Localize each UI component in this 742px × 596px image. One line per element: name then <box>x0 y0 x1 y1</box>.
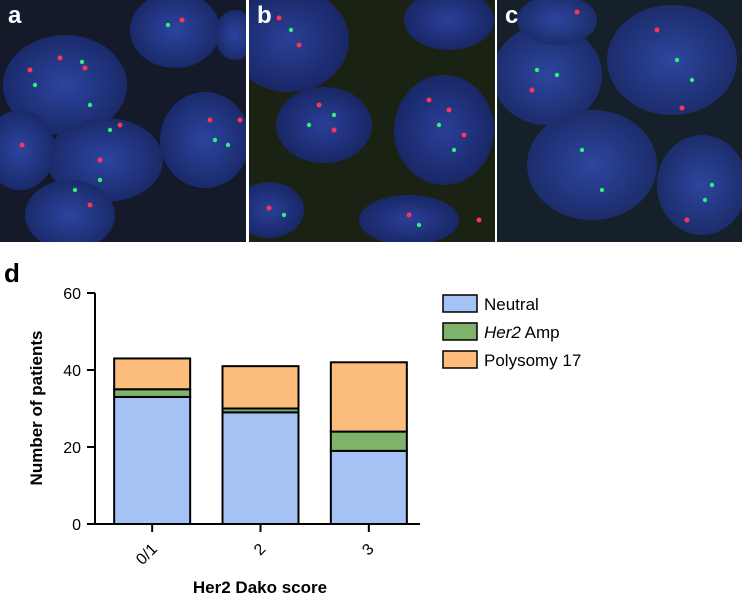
x-tick-label: 3 <box>359 541 377 559</box>
micrograph-panel-c: c <box>497 0 742 242</box>
bar-polysomy-17-0 <box>113 357 192 391</box>
bar-neutral-1 <box>221 411 300 526</box>
legend-label-1: Her2 Amp <box>484 323 560 342</box>
legend-label-0: Neutral <box>484 295 539 314</box>
y-axis-title: Number of patients <box>27 331 46 486</box>
panel-label-c: c <box>505 2 519 29</box>
bar-her2-amp-0 <box>113 388 192 398</box>
bar-her2-amp-2 <box>329 430 408 452</box>
stacked-bar-chart: d 0 20 40 60 0/1 2 3 Number of patients Her2 D… <box>4 258 581 596</box>
bar-polysomy-17-2 <box>329 361 408 433</box>
micrograph-panel-a: a <box>0 0 246 242</box>
y-tick-label: 20 <box>63 440 81 457</box>
x-tick-label: 0/1 <box>133 541 161 569</box>
panel-label-a: a <box>8 2 22 29</box>
legend-label-2: Polysomy 17 <box>484 351 581 370</box>
y-tick-label: 40 <box>63 363 81 380</box>
micrograph-panel-b: b <box>249 0 495 242</box>
y-tick-label: 0 <box>72 517 81 534</box>
x-axis-title: Her2 Dako score <box>193 578 327 596</box>
bar-neutral-0 <box>113 395 192 525</box>
micrograph-b-image <box>249 0 495 242</box>
legend: Neutral Her2 Amp Polysomy 17 <box>442 294 581 370</box>
panel-label-d: d <box>4 258 20 288</box>
x-tick-label: 2 <box>251 541 269 559</box>
legend-swatch-0 <box>442 294 478 313</box>
micrograph-c-image <box>497 0 742 242</box>
y-tick-label: 60 <box>63 286 81 303</box>
plot-area: 0 20 40 60 0/1 2 3 <box>63 286 420 569</box>
bar-polysomy-17-1 <box>221 365 300 410</box>
micrograph-a-image <box>0 0 246 242</box>
bar-neutral-2 <box>329 449 408 526</box>
legend-swatch-2 <box>442 350 478 369</box>
legend-swatch-1 <box>442 322 478 341</box>
panel-label-b: b <box>257 2 272 29</box>
